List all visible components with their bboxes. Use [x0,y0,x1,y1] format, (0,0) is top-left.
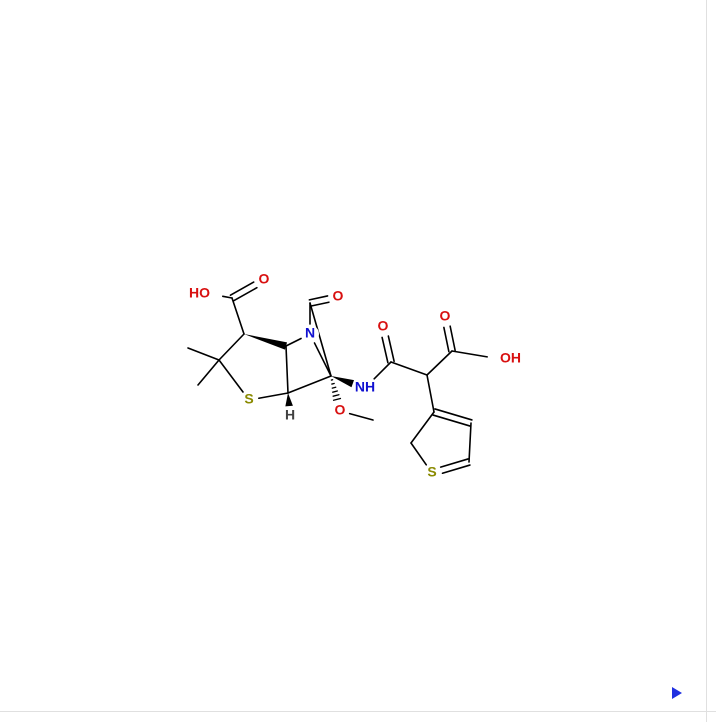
atom-label-OMe: O [335,402,346,418]
atom-label-N1: N [305,325,315,341]
molecule-svg: HO O S H N O O NH O O OH S [0,0,716,722]
play-icon[interactable] [672,687,682,699]
atom-label-S1: S [244,391,253,407]
divider-1 [0,711,716,712]
atom-label-HO1: HO [189,285,210,301]
structure-canvas: HO O S H N O O NH O O OH S [0,0,716,722]
atom-label-ThS: S [427,464,436,480]
atom-label-N2: NH [355,379,375,395]
atom-label-O2: O [333,288,344,304]
atom-label-O1: O [259,271,270,287]
atom-label-O4: O [440,308,451,324]
atom-label-O5: OH [500,350,521,366]
atom-label-H1: H [285,407,295,423]
atom-label-O3: O [378,318,389,334]
divider-0 [706,0,707,722]
